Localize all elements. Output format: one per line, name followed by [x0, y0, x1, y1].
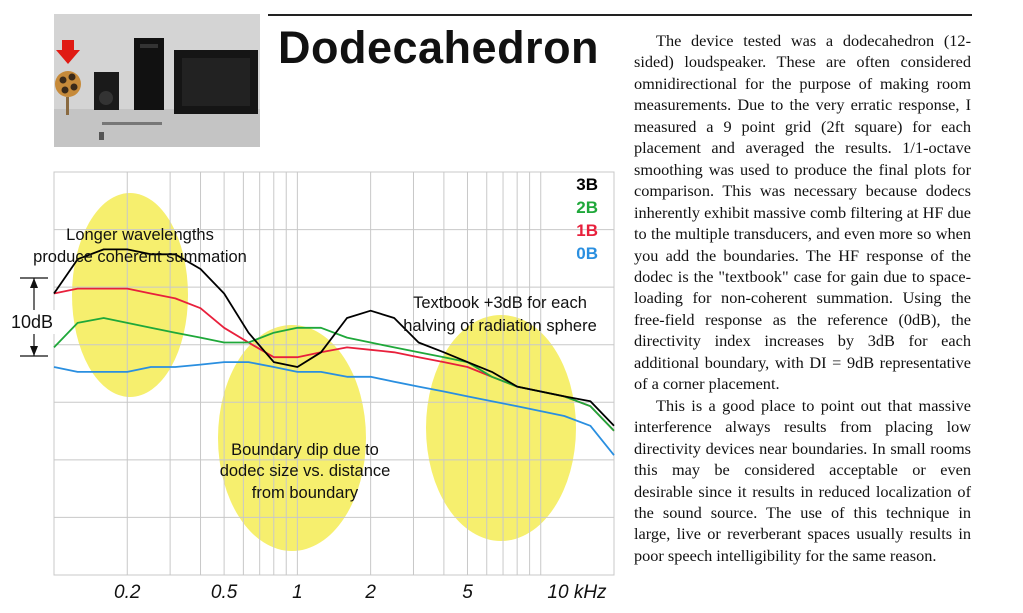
- x-tick-label: 2: [364, 582, 376, 603]
- annotation-text: Longer wavelengths: [66, 226, 214, 244]
- legend-entry: 3B: [576, 175, 598, 194]
- x-tick-label: 0.2: [114, 582, 141, 603]
- highlight-ellipse: [218, 325, 366, 551]
- frequency-response-chart: 3B 2B 1B 0B 0.2 0.5 1 2 5 10 kHz Longer wavelength…: [0, 170, 616, 608]
- legend-entry: 1B: [576, 221, 598, 240]
- chart-svg: 3B 2B 1B 0B 0.2 0.5 1 2 5 10 kHz Longer wavelength…: [6, 171, 615, 603]
- article-paragraph: This is a good place to point out that m…: [634, 395, 971, 565]
- x-tick-label: 10 kHz: [547, 582, 607, 603]
- page-title: Dodecahedron: [278, 22, 600, 73]
- legend-entry: 0B: [576, 244, 598, 263]
- scale-label: 10dB: [11, 312, 53, 332]
- annotation-text: dodec size vs. distance: [220, 462, 391, 480]
- highlight-ellipse: [72, 193, 188, 397]
- highlight-ellipse: [426, 315, 576, 541]
- legend-entry: 2B: [576, 198, 598, 217]
- x-tick-label: 5: [462, 582, 473, 603]
- article-paragraph: The device tested was a dodecahedron (12…: [634, 31, 971, 394]
- series-line-3B: [53, 248, 615, 427]
- series-line-0B: [53, 361, 615, 456]
- annotation-text: from boundary: [252, 484, 359, 502]
- arrow-up-icon: [30, 278, 38, 288]
- x-tick-label: 0.5: [211, 582, 238, 603]
- scale-label-bg: [6, 310, 58, 334]
- annotation-text: produce coherent summation: [33, 248, 247, 266]
- x-tick-label: 1: [292, 582, 303, 603]
- title-rule: [268, 14, 972, 16]
- annotation-text: halving of radiation sphere: [403, 317, 597, 335]
- annotation-text: Textbook +3dB for each: [413, 294, 587, 312]
- annotation-text: Boundary dip due to: [231, 441, 379, 459]
- speakers-photo: [54, 14, 260, 147]
- article-text: The device tested was a dodecahedron (12…: [634, 30, 971, 566]
- arrow-icon: [56, 40, 80, 64]
- arrow-down-icon: [30, 346, 38, 356]
